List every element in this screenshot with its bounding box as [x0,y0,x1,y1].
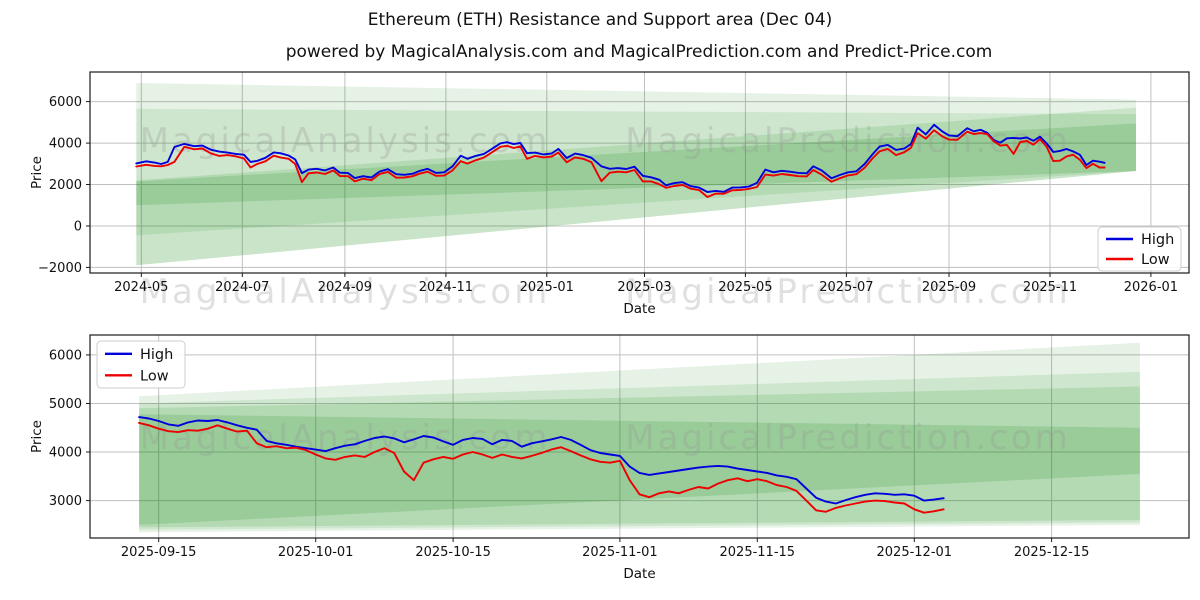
figure-subtitle: powered by MagicalAnalysis.com and Magic… [286,42,993,62]
y-tick-label: 6000 [49,348,82,363]
trend-band [136,83,1137,266]
watermark-text: MagicalPrediction.com [625,418,1071,458]
trend-band [139,371,1140,530]
y-tick-label: −2000 [38,261,82,276]
x-tick-label: 2025-11 [1023,280,1077,295]
x-tick-label: 2025-01 [520,280,574,295]
x-axis-label: Date [623,566,655,582]
x-tick-label: 2025-12-01 [877,545,953,560]
watermark-text: MagicalPrediction.com [625,272,1071,312]
x-tick-label: 2024-09 [318,280,372,295]
trend-band [139,414,1140,525]
top-chart: MagicalAnalysis.com MagicalPrediction.com… [29,71,1190,317]
x-tick-label: 2025-03 [617,280,671,295]
high-line [138,416,945,505]
legend-label-low: Low [1141,252,1170,268]
legend-label-high: High [1141,232,1174,248]
x-tick-label: 2025-12-15 [1014,545,1090,560]
x-tick-label: 2024-11 [419,280,473,295]
y-tick-label: 4000 [49,137,82,152]
y-tick-label: 3000 [49,494,82,509]
x-tick-label: 2025-11-15 [720,545,796,560]
y-tick-label: 2000 [49,178,82,193]
bottom-chart: MagicalAnalysis.com MagicalPrediction.com… [29,334,1190,582]
x-tick-label: 2025-10-15 [415,545,491,560]
x-tick-label: 2024-05 [114,280,168,295]
y-tick-label: 6000 [49,95,82,110]
x-tick-label: 2025-05 [718,280,772,295]
x-tick-label: 2024-07 [215,280,269,295]
y-tick-label: 0 [74,220,82,235]
low-line [135,129,1106,198]
x-tick-label: 2025-09 [922,280,976,295]
trend-band [139,342,1140,533]
trend-band [136,123,1137,206]
figure-title: Ethereum (ETH) Resistance and Support ar… [368,10,833,30]
legend-label-low: Low [140,368,169,384]
legend-label-high: High [140,347,173,363]
y-axis-label: Price [29,156,45,189]
x-tick-label: 2026-01 [1124,280,1178,295]
y-axis-label: Price [29,420,45,453]
x-tick-label: 2025-11-01 [582,545,658,560]
y-tick-label: 4000 [49,446,82,461]
plot-border [89,71,1190,274]
watermark-text: MagicalAnalysis.com [140,418,551,458]
low-line [138,421,945,514]
high-line [135,123,1106,193]
trend-band [136,107,1137,266]
x-axis-label: Date [623,301,655,317]
x-tick-label: 2025-10-01 [278,545,354,560]
trend-band [139,386,1140,528]
plot-border [89,334,1190,539]
x-tick-label: 2025-07 [819,280,873,295]
x-tick-label: 2025-09-15 [121,545,197,560]
watermark-text: MagicalAnalysis.com [140,272,551,312]
y-tick-label: 5000 [49,397,82,412]
